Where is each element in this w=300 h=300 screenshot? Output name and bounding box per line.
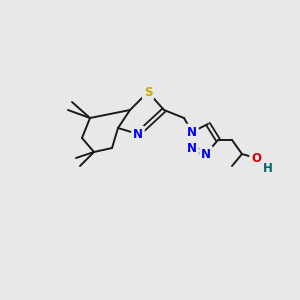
Text: N: N [187,142,197,154]
Text: N: N [201,148,211,160]
Text: N: N [187,125,197,139]
Text: N: N [133,128,143,140]
Text: H: H [263,161,273,175]
Text: S: S [144,85,152,98]
Text: O: O [251,152,261,164]
